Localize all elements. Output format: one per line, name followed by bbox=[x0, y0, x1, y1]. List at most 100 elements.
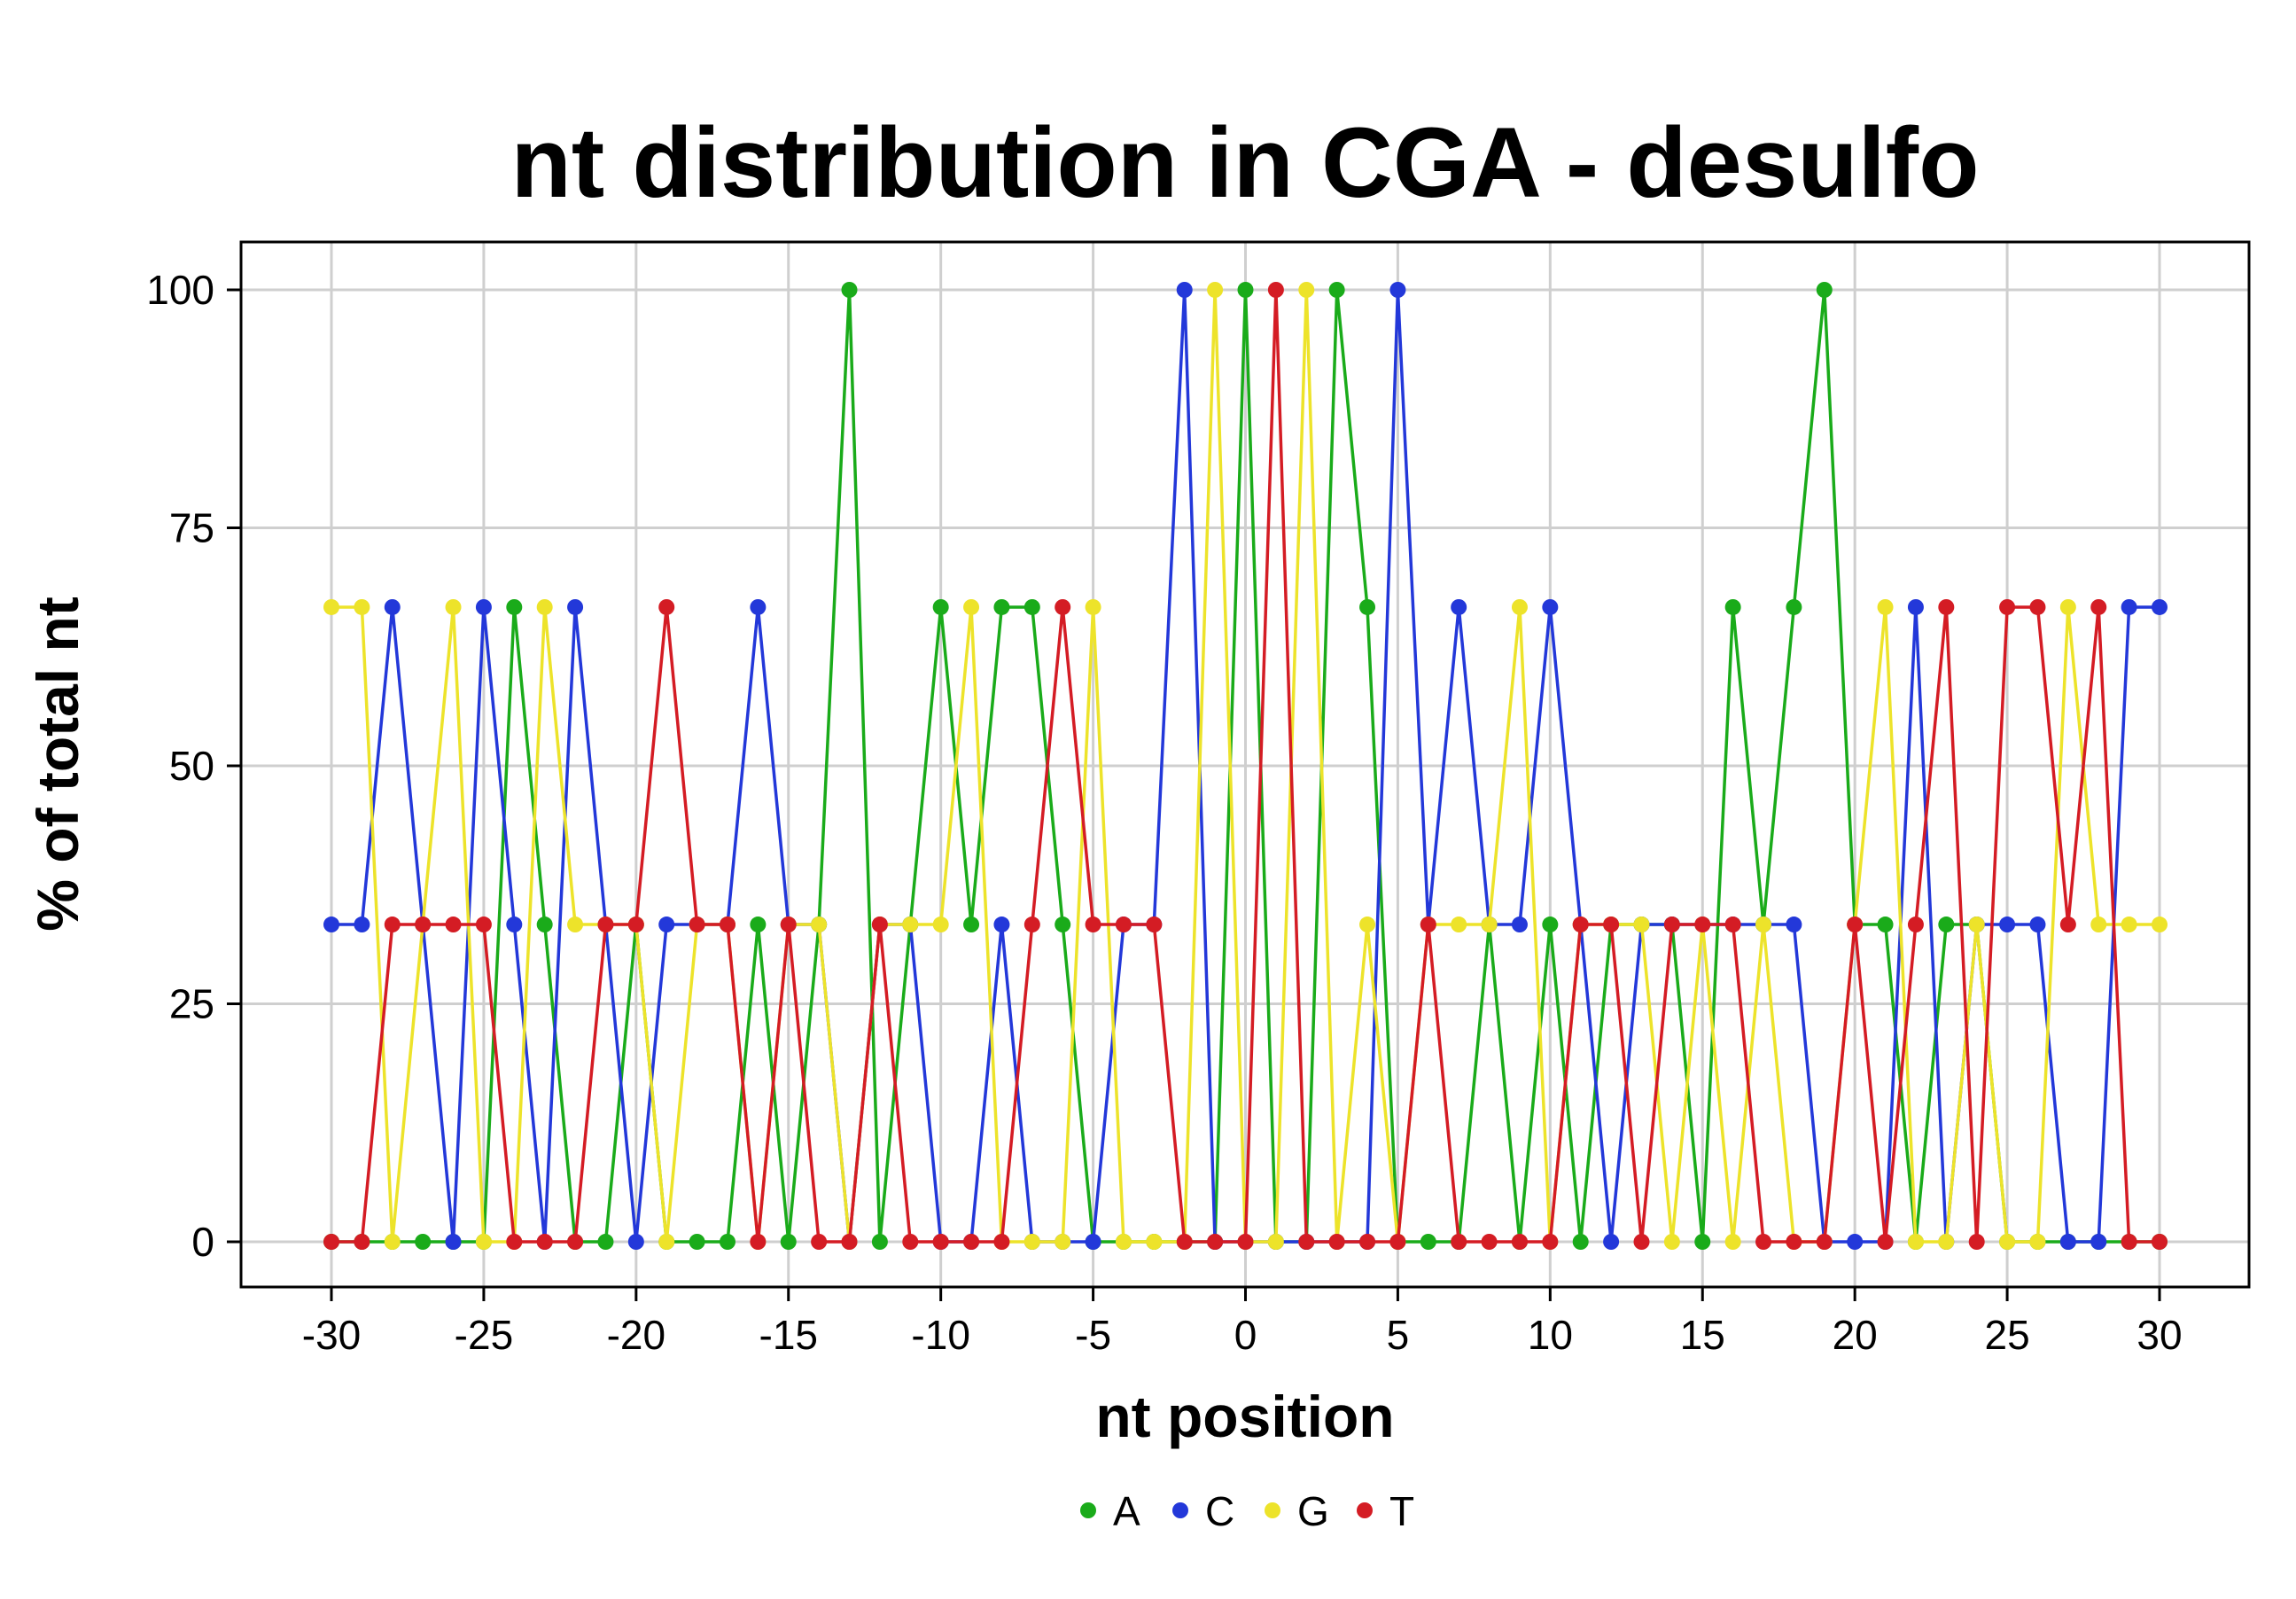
legend-item-G: G bbox=[1265, 1488, 1329, 1534]
data-point-T bbox=[1724, 916, 1741, 933]
data-point-C bbox=[506, 916, 523, 933]
data-point-T bbox=[1481, 1234, 1498, 1250]
x-axis-title: nt position bbox=[1095, 1384, 1394, 1449]
data-point-T bbox=[567, 1234, 584, 1250]
data-point-T bbox=[2090, 598, 2107, 615]
chart-title: nt distribution in CGA - desulfo bbox=[511, 107, 1980, 218]
data-point-G bbox=[1481, 916, 1498, 933]
data-point-T bbox=[445, 916, 462, 933]
y-tick-label: 100 bbox=[146, 267, 214, 313]
data-point-A bbox=[1328, 282, 1345, 298]
data-point-T bbox=[1694, 916, 1711, 933]
data-point-G bbox=[658, 1234, 675, 1250]
x-tick-label: 5 bbox=[1387, 1312, 1410, 1358]
data-point-G bbox=[2121, 916, 2137, 933]
data-point-C bbox=[323, 916, 339, 933]
series-T bbox=[323, 282, 2168, 1250]
data-point-G bbox=[811, 916, 828, 933]
y-tick-label: 75 bbox=[169, 505, 214, 551]
data-point-T bbox=[1663, 916, 1680, 933]
data-point-G bbox=[963, 598, 980, 615]
data-point-A bbox=[1724, 598, 1741, 615]
data-point-A bbox=[993, 598, 1010, 615]
data-point-T bbox=[902, 1234, 919, 1250]
data-point-C bbox=[384, 598, 401, 615]
data-point-A bbox=[1938, 916, 1955, 933]
data-point-G bbox=[1755, 916, 1772, 933]
data-point-A bbox=[1694, 1234, 1711, 1250]
x-tick-label: 10 bbox=[1528, 1312, 1573, 1358]
data-point-G bbox=[1938, 1234, 1955, 1250]
data-point-A bbox=[1816, 282, 1833, 298]
data-point-G bbox=[1115, 1234, 1132, 1250]
data-point-G bbox=[2090, 916, 2107, 933]
data-point-A bbox=[841, 282, 858, 298]
data-point-G bbox=[1999, 1234, 2016, 1250]
data-point-T bbox=[1298, 1234, 1315, 1250]
legend-key bbox=[1357, 1502, 1373, 1518]
data-point-T bbox=[1877, 1234, 1894, 1250]
data-point-T bbox=[354, 1234, 370, 1250]
y-tick-label: 25 bbox=[169, 981, 214, 1027]
y-tick-label: 0 bbox=[191, 1219, 214, 1265]
data-point-G bbox=[536, 598, 553, 615]
data-point-T bbox=[1359, 1234, 1376, 1250]
data-point-T bbox=[1055, 598, 1071, 615]
data-point-G bbox=[1207, 282, 1224, 298]
data-point-T bbox=[2059, 916, 2076, 933]
data-point-C bbox=[1511, 916, 1528, 933]
data-point-T bbox=[1816, 1234, 1833, 1250]
data-point-A bbox=[1359, 598, 1376, 615]
data-point-C bbox=[993, 916, 1010, 933]
data-point-T bbox=[1938, 598, 1955, 615]
data-point-T bbox=[1633, 1234, 1650, 1250]
data-point-G bbox=[1907, 1234, 1924, 1250]
data-point-G bbox=[1023, 1234, 1040, 1250]
series-layer bbox=[323, 282, 2168, 1250]
data-point-C bbox=[475, 598, 492, 615]
data-point-C bbox=[1603, 1234, 1620, 1250]
data-point-T bbox=[1085, 916, 1101, 933]
data-point-T bbox=[1267, 282, 1284, 298]
grid bbox=[241, 242, 2249, 1287]
data-point-G bbox=[2152, 916, 2168, 933]
data-point-A bbox=[1420, 1234, 1436, 1250]
data-point-T bbox=[1451, 1234, 1467, 1250]
data-point-C bbox=[1451, 598, 1467, 615]
data-point-T bbox=[1389, 1234, 1406, 1250]
data-point-G bbox=[354, 598, 370, 615]
data-point-T bbox=[1115, 916, 1132, 933]
data-point-G bbox=[1724, 1234, 1741, 1250]
x-tick-label: -30 bbox=[302, 1312, 361, 1358]
data-point-T bbox=[1603, 916, 1620, 933]
data-point-T bbox=[993, 1234, 1010, 1250]
data-point-T bbox=[1572, 916, 1589, 933]
data-point-G bbox=[1633, 916, 1650, 933]
x-tick-label: 30 bbox=[2136, 1312, 2182, 1358]
data-point-A bbox=[597, 1234, 614, 1250]
data-point-A bbox=[1572, 1234, 1589, 1250]
data-point-T bbox=[1999, 598, 2016, 615]
data-point-T bbox=[1237, 1234, 1254, 1250]
legend-key bbox=[1172, 1502, 1188, 1518]
legend-label: T bbox=[1389, 1488, 1414, 1534]
data-point-C bbox=[354, 916, 370, 933]
legend-item-T: T bbox=[1357, 1488, 1414, 1534]
data-point-G bbox=[1298, 282, 1315, 298]
data-point-T bbox=[811, 1234, 828, 1250]
y-tick-label: 50 bbox=[169, 743, 214, 789]
legend-item-A: A bbox=[1080, 1488, 1140, 1534]
legend-label: A bbox=[1113, 1488, 1140, 1534]
data-point-C bbox=[2090, 1234, 2107, 1250]
data-point-G bbox=[2059, 598, 2076, 615]
x-tick-label: 20 bbox=[1833, 1312, 1878, 1358]
data-point-A bbox=[963, 916, 980, 933]
data-point-C bbox=[445, 1234, 462, 1250]
data-point-A bbox=[1023, 598, 1040, 615]
data-point-G bbox=[1877, 598, 1894, 615]
data-point-A bbox=[750, 916, 767, 933]
data-point-G bbox=[384, 1234, 401, 1250]
data-point-T bbox=[2029, 598, 2046, 615]
data-point-C bbox=[567, 598, 584, 615]
